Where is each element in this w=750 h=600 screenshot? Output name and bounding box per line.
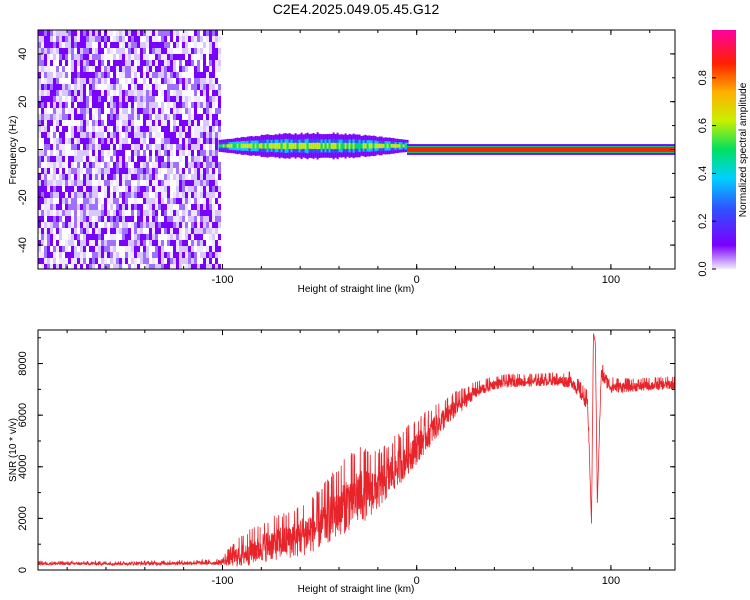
colorbar-ticks: 0.0 0.2 0.4 0.6 0.8 xyxy=(697,70,716,277)
spectrogram-ytick-label-2: 0 xyxy=(17,146,29,152)
snr-ytick-label-3: 6000 xyxy=(17,403,29,427)
spectrogram-panel: -100 0 100 -40 -20 0 20 40 Height of straight l… xyxy=(8,29,676,295)
snr-content xyxy=(38,333,675,567)
colorbar-tick-label-3: 0.6 xyxy=(697,118,709,133)
colorbar-tick-label-4: 0.8 xyxy=(697,70,709,85)
heatmap-region-2 xyxy=(407,144,675,155)
spectrogram-ylabel: Frequency (Hz) xyxy=(8,116,19,185)
colorbar-tick-label-0: 0.0 xyxy=(697,261,709,276)
spectrogram-xtick-label-1: 0 xyxy=(414,274,420,286)
spectrogram-xtick-label-2: 100 xyxy=(602,274,620,286)
snr-xtick-label-1: 0 xyxy=(414,575,420,587)
spectrogram-content xyxy=(38,30,675,269)
snr-xtick-label-0: -100 xyxy=(211,575,233,587)
heatmap-region-1 xyxy=(218,132,409,160)
snr-xlabel: Height of straight line (km) xyxy=(298,584,415,595)
colorbar-label: Normalized spectral amplitude xyxy=(738,82,749,217)
chart-title: C2E4.2025.049.05.45.G12 xyxy=(273,1,440,17)
heatmap-region-0 xyxy=(38,30,221,269)
snr-xtick-label-2: 100 xyxy=(602,575,620,587)
colorbar-tick-label-1: 0.2 xyxy=(697,214,709,229)
spectrogram-ytick-label-3: 20 xyxy=(17,96,29,108)
spectrogram-ytick-label-1: -20 xyxy=(17,189,29,205)
colorbar-gradient xyxy=(712,30,736,269)
snr-ytick-label-2: 4000 xyxy=(17,455,29,479)
snr-ytick-label-0: 0 xyxy=(17,567,29,573)
colorbar: 0.0 0.2 0.4 0.6 0.8 Normalized spectral ampl… xyxy=(697,30,749,277)
snr-series-line xyxy=(38,333,675,567)
spectrogram-xtick-label-0: -100 xyxy=(211,274,233,286)
snr-ytick-label-4: 8000 xyxy=(17,351,29,375)
snr-ylabel: SNR (10 * v/v) xyxy=(8,418,19,482)
spectrogram-ytick-label-4: 40 xyxy=(17,48,29,60)
colorbar-tick-label-2: 0.4 xyxy=(697,166,709,181)
spectrogram-xlabel: Height of straight line (km) xyxy=(298,284,415,295)
snr-frame xyxy=(37,329,676,571)
spectrogram-ytick-label-0: -40 xyxy=(17,237,29,253)
spectrogram-ticks: -100 0 100 -40 -20 0 20 40 xyxy=(17,29,675,286)
snr-ytick-label-1: 2000 xyxy=(17,506,29,530)
